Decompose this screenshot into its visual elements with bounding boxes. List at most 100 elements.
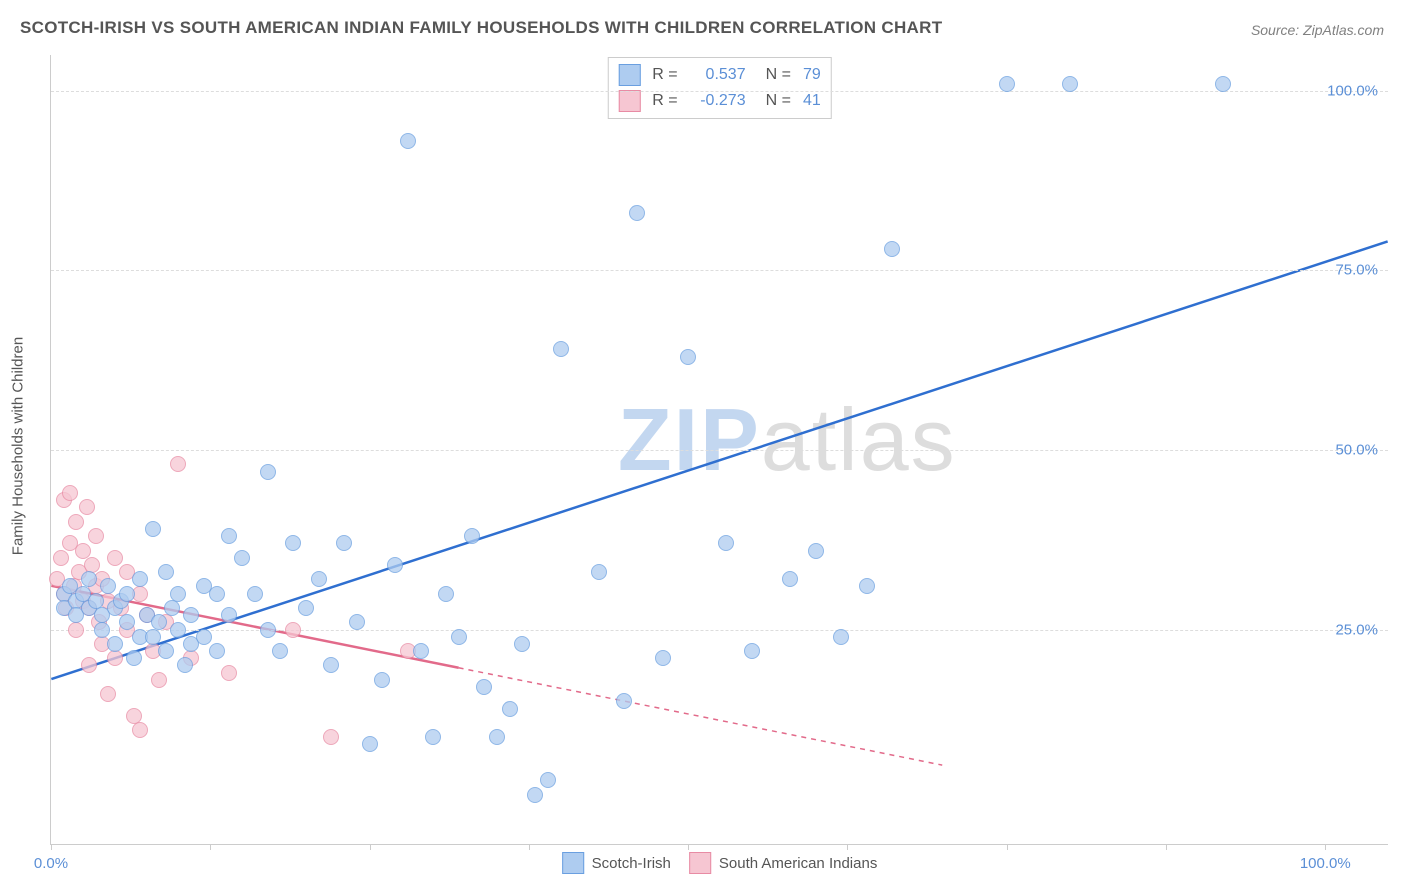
y-tick-label: 100.0% [1327,82,1378,99]
blue-point [400,133,416,149]
x-tick-mark [688,844,689,850]
legend-n-value-blue: 79 [803,66,821,84]
legend-swatch-pink [689,852,711,874]
blue-point [553,341,569,357]
legend-n-label: N = [766,66,791,84]
legend-r-value-blue: 0.537 [686,66,746,84]
blue-point [177,657,193,673]
blue-point [527,787,543,803]
blue-point [196,629,212,645]
x-tick-mark [1325,844,1326,850]
y-tick-label: 75.0% [1335,262,1378,279]
x-tick-mark [1166,844,1167,850]
pink-point [62,485,78,501]
blue-point [425,729,441,745]
blue-point [272,643,288,659]
blue-point [260,464,276,480]
x-tick-label: 100.0% [1300,855,1351,872]
blue-point [170,586,186,602]
gridline-horizontal [51,270,1388,271]
pink-point [79,499,95,515]
blue-point [387,557,403,573]
blue-point [362,736,378,752]
blue-point [464,528,480,544]
blue-point [119,586,135,602]
blue-point [119,614,135,630]
blue-point [629,205,645,221]
x-tick-mark [847,844,848,850]
blue-point [540,772,556,788]
x-tick-mark [370,844,371,850]
blue-point [107,636,123,652]
pink-point [170,456,186,472]
blue-point [655,650,671,666]
legend-item-blue: Scotch-Irish [562,852,671,874]
blue-point [94,622,110,638]
blue-point [221,607,237,623]
blue-point [209,586,225,602]
legend-r-value-pink: -0.273 [686,92,746,110]
blue-point [680,349,696,365]
blue-point [132,571,148,587]
watermark: ZIPatlas [618,388,957,490]
x-tick-label: 0.0% [34,855,68,872]
blue-point [489,729,505,745]
blue-point [413,643,429,659]
blue-point [234,550,250,566]
legend-r-label: R = [652,92,677,110]
blue-point [260,622,276,638]
blue-point [145,629,161,645]
blue-point [591,564,607,580]
blue-point [616,693,632,709]
pink-point [221,665,237,681]
blue-point [145,521,161,537]
legend-series: Scotch-Irish South American Indians [562,852,878,874]
gridline-horizontal [51,630,1388,631]
blue-point [170,622,186,638]
blue-point [247,586,263,602]
gridline-horizontal [51,450,1388,451]
legend-correlation: R = 0.537 N = 79 R = -0.273 N = 41 [607,57,831,119]
pink-point [53,550,69,566]
legend-n-label: N = [766,92,791,110]
blue-point [221,528,237,544]
legend-label-blue: Scotch-Irish [592,855,671,872]
y-tick-label: 50.0% [1335,442,1378,459]
blue-point [81,571,97,587]
blue-point [514,636,530,652]
blue-point [999,76,1015,92]
chart-title: SCOTCH-IRISH VS SOUTH AMERICAN INDIAN FA… [20,18,942,38]
x-tick-mark [1007,844,1008,850]
pink-point [151,672,167,688]
legend-label-pink: South American Indians [719,855,877,872]
pink-point [107,650,123,666]
blue-point [374,672,390,688]
blue-point [451,629,467,645]
legend-item-pink: South American Indians [689,852,877,874]
blue-point [100,578,116,594]
pink-point [81,657,97,673]
pink-point [88,528,104,544]
blue-point [336,535,352,551]
blue-point [808,543,824,559]
blue-point [126,650,142,666]
regression-line [459,668,943,765]
blue-point [158,564,174,580]
pink-point [75,543,91,559]
blue-point [833,629,849,645]
blue-point [183,607,199,623]
blue-point [744,643,760,659]
blue-point [1062,76,1078,92]
blue-point [311,571,327,587]
legend-row-blue: R = 0.537 N = 79 [618,62,820,88]
plot-area: ZIPatlas R = 0.537 N = 79 R = -0.273 N =… [50,55,1388,845]
gridline-horizontal [51,91,1388,92]
x-tick-mark [529,844,530,850]
pink-point [100,686,116,702]
y-axis-label: Family Households with Children [10,337,27,555]
watermark-atlas: atlas [761,389,957,488]
regression-line [51,241,1387,679]
blue-point [438,586,454,602]
pink-point [285,622,301,638]
blue-point [782,571,798,587]
